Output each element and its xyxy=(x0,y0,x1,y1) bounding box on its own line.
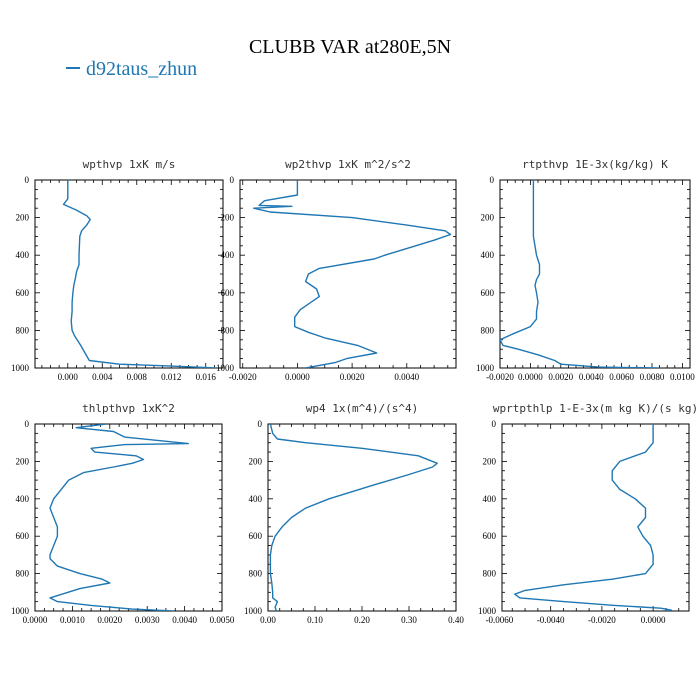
x-tick-label: 0.0030 xyxy=(135,615,160,625)
legend: d92taus_zhun xyxy=(66,58,197,81)
y-tick-label: 400 xyxy=(481,250,495,260)
y-tick-label: 400 xyxy=(483,494,497,504)
legend-label: d92taus_zhun xyxy=(86,58,198,80)
y-tick-label: 400 xyxy=(249,494,263,504)
y-tick-label: 800 xyxy=(481,325,495,335)
series-line xyxy=(62,180,217,368)
y-tick-label: 800 xyxy=(16,569,30,579)
subplot-title: wprtpthlp 1-E-3x(m kg K)/(s kg) xyxy=(493,402,698,415)
x-tick-label: 0.012 xyxy=(161,372,181,382)
x-tick-label: 0.0020 xyxy=(548,372,573,382)
plot-frame xyxy=(34,423,223,612)
series-line xyxy=(49,424,190,611)
x-tick-label: 0.40 xyxy=(448,615,464,625)
y-tick-label: 400 xyxy=(16,494,30,504)
plot-frame xyxy=(34,179,224,369)
y-tick-label: 1000 xyxy=(478,606,497,616)
series-line xyxy=(500,180,660,368)
x-tick-label: -0.0020 xyxy=(486,372,514,382)
subplot-title: wp4 1x(m^4)/(s^4) xyxy=(306,402,419,415)
subplot-title: wp2thvp 1xK m^2/s^2 xyxy=(285,158,411,171)
y-tick-label: 0 xyxy=(492,419,497,429)
y-tick-label: 200 xyxy=(221,213,235,223)
x-tick-label: -0.0060 xyxy=(486,615,514,625)
x-tick-label: 0.0100 xyxy=(670,372,695,382)
y-tick-label: 0 xyxy=(25,419,30,429)
x-tick-label: 0.0040 xyxy=(172,615,197,625)
series-line xyxy=(252,180,452,368)
subplot-title: thlpthvp 1xK^2 xyxy=(82,402,175,415)
plot-frame xyxy=(239,179,457,369)
x-tick-label: 0.004 xyxy=(92,372,113,382)
y-tick-label: 200 xyxy=(481,213,495,223)
plot-frame xyxy=(501,423,690,612)
y-tick-label: 1000 xyxy=(216,363,235,373)
y-tick-label: 1000 xyxy=(11,606,30,616)
y-tick-label: 1000 xyxy=(244,606,263,616)
subplot-title: rtpthvp 1E-3x(kg/kg) K xyxy=(522,158,668,171)
x-tick-label: 0.0000 xyxy=(518,372,543,382)
y-tick-label: 800 xyxy=(16,325,30,335)
x-tick-label: 0.10 xyxy=(307,615,323,625)
y-tick-label: 0 xyxy=(258,419,263,429)
y-tick-label: 800 xyxy=(249,569,263,579)
x-tick-label: 0.0040 xyxy=(394,372,419,382)
y-tick-label: 200 xyxy=(483,456,497,466)
plot-frame xyxy=(499,179,691,369)
y-tick-label: 600 xyxy=(221,288,235,298)
subplot-3: rtpthvp 1E-3x(kg/kg) K 0 200 400 600 800 1000-… xyxy=(476,158,695,382)
y-tick-label: 600 xyxy=(481,288,495,298)
x-tick-label: 0.30 xyxy=(401,615,417,625)
x-tick-label: -0.0040 xyxy=(537,615,565,625)
series-line xyxy=(269,424,438,611)
x-tick-label: 0.0020 xyxy=(97,615,122,625)
x-tick-label: 0.00 xyxy=(260,615,276,625)
x-tick-label: 0.0060 xyxy=(609,372,634,382)
y-tick-label: 0 xyxy=(25,175,30,185)
y-tick-label: 600 xyxy=(16,531,30,541)
x-tick-label: 0.20 xyxy=(354,615,370,625)
y-tick-label: 600 xyxy=(16,288,30,298)
y-tick-label: 400 xyxy=(221,250,235,260)
x-tick-label: 0.0050 xyxy=(210,615,235,625)
y-tick-label: 1000 xyxy=(476,363,495,373)
y-tick-label: 200 xyxy=(16,213,30,223)
y-tick-label: 0 xyxy=(230,175,235,185)
y-tick-label: 600 xyxy=(483,531,497,541)
x-tick-label: 0.0000 xyxy=(641,615,666,625)
x-tick-label: 0.0010 xyxy=(60,615,85,625)
plot-frame xyxy=(267,423,457,612)
x-tick-label: 0.0020 xyxy=(340,372,365,382)
x-tick-label: 0.0080 xyxy=(640,372,665,382)
y-tick-label: 800 xyxy=(221,325,235,335)
x-tick-label: 0.016 xyxy=(196,372,217,382)
y-tick-label: 0 xyxy=(490,175,495,185)
subplot-title: wpthvp 1xK m/s xyxy=(83,158,176,171)
series-line xyxy=(514,424,672,611)
y-tick-label: 600 xyxy=(249,531,263,541)
legend-line-swatch xyxy=(66,67,80,70)
y-tick-label: 400 xyxy=(16,250,30,260)
x-tick-label: -0.0020 xyxy=(588,615,616,625)
x-tick-label: 0.008 xyxy=(127,372,148,382)
x-tick-label: -0.0020 xyxy=(229,372,257,382)
y-tick-label: 200 xyxy=(16,456,30,466)
x-tick-label: 0.0000 xyxy=(23,615,48,625)
y-tick-label: 1000 xyxy=(11,363,30,373)
figure-title: CLUBB VAR at280E,5N xyxy=(248,36,452,58)
subplot-2: wp2thvp 1xK m^2/s^2 0 200 400 600 800 1000-0.0… xyxy=(216,158,457,382)
x-tick-label: 0.0040 xyxy=(579,372,604,382)
subplot-6: wprtpthlp 1-E-3x(m kg K)/(s kg) 0 200 400 60… xyxy=(478,402,698,625)
subplot-1: wpthvp 1xK m/s 0 200 400 600 800 1000 0.000 0.00… xyxy=(11,158,224,382)
x-tick-label: 0.000 xyxy=(58,372,79,382)
x-tick-label: 0.0000 xyxy=(285,372,310,382)
y-tick-label: 800 xyxy=(483,569,497,579)
y-tick-label: 200 xyxy=(249,456,263,466)
